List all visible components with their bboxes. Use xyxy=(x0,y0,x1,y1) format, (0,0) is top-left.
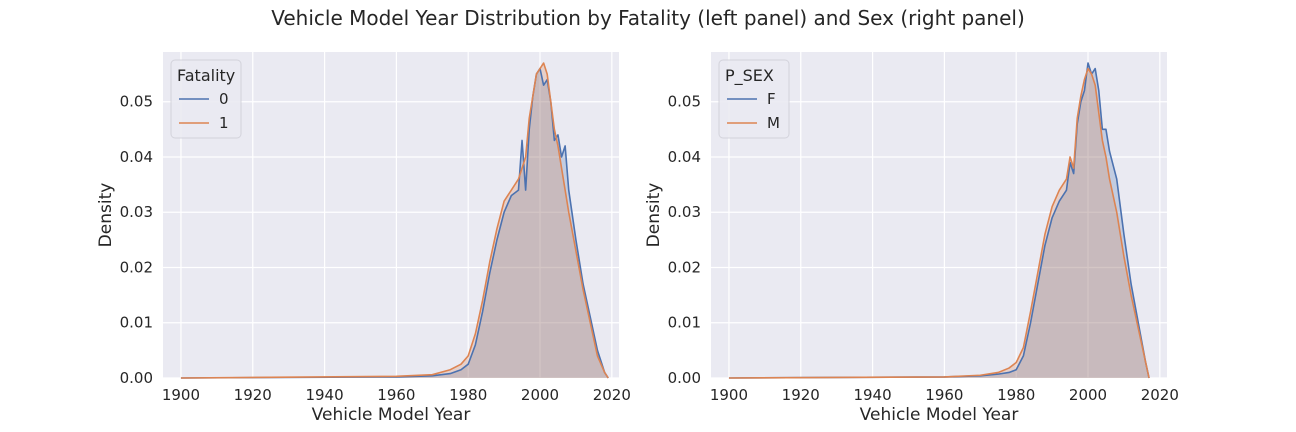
legend-label-f: F xyxy=(767,90,776,108)
density-fill-m xyxy=(728,68,1150,379)
legend: P_SEX FM xyxy=(718,59,790,139)
y-tick-label: 0.03 xyxy=(120,203,153,221)
x-tick-label: 1960 xyxy=(377,386,415,404)
legend-label-m: M xyxy=(767,114,780,132)
y-tick-label: 0.02 xyxy=(120,258,153,276)
x-tick-label: 2020 xyxy=(593,386,631,404)
density-fill-0 xyxy=(180,68,609,379)
y-tick-label: 0.05 xyxy=(120,93,153,111)
y-tick-label: 0.01 xyxy=(668,314,701,332)
y-tick-label: 0.05 xyxy=(668,93,701,111)
y-tick-label: 0.04 xyxy=(120,148,153,166)
density-line-1 xyxy=(180,62,609,379)
figure-title: Vehicle Model Year Distribution by Fatal… xyxy=(271,6,1025,30)
x-tick-label: 1920 xyxy=(234,386,272,404)
y-tick-label: 0.04 xyxy=(668,148,701,166)
x-tick-label: 1940 xyxy=(305,386,343,404)
legend-title: Fatality xyxy=(177,66,235,85)
y-tick-label: 0.00 xyxy=(120,369,153,387)
y-axis-label: Density xyxy=(644,183,664,248)
x-tick-label: 1980 xyxy=(997,386,1035,404)
density-fill-f xyxy=(728,63,1150,379)
x-tick-label: 1960 xyxy=(925,386,963,404)
x-axis-label: Vehicle Model Year xyxy=(860,405,1019,425)
y-axis-label: Density xyxy=(96,183,116,248)
left-panel-fatality: 1900 1920 1940 1960 1980 2000 2020 0.00 0.01 0.02… xyxy=(96,52,631,425)
legend-label-0: 0 xyxy=(219,90,229,108)
right-panel-sex: 1900 1920 1940 1960 1980 2000 2020 0.00 0.01 0.02… xyxy=(644,52,1179,425)
x-axis-label: Vehicle Model Year xyxy=(312,405,471,425)
x-tick-label: 2000 xyxy=(521,386,559,404)
x-tick-label: 1940 xyxy=(853,386,891,404)
y-tick-label: 0.02 xyxy=(668,258,701,276)
y-tick-label: 0.01 xyxy=(120,314,153,332)
x-tick-label: 1900 xyxy=(710,386,748,404)
x-tick-label: 1980 xyxy=(449,386,487,404)
legend: Fatality 0 1 xyxy=(170,59,242,139)
y-tick-label: 0.00 xyxy=(668,369,701,387)
legend-label-1: 1 xyxy=(219,114,229,132)
x-tick-label: 1900 xyxy=(162,386,200,404)
y-tick-label: 0.03 xyxy=(668,203,701,221)
legend-title: P_SEX xyxy=(725,66,774,86)
density-line-m xyxy=(728,67,1150,379)
x-tick-label: 2020 xyxy=(1141,386,1179,404)
x-tick-label: 1920 xyxy=(782,386,820,404)
density-fill-1 xyxy=(180,63,609,379)
x-tick-label: 2000 xyxy=(1069,386,1107,404)
